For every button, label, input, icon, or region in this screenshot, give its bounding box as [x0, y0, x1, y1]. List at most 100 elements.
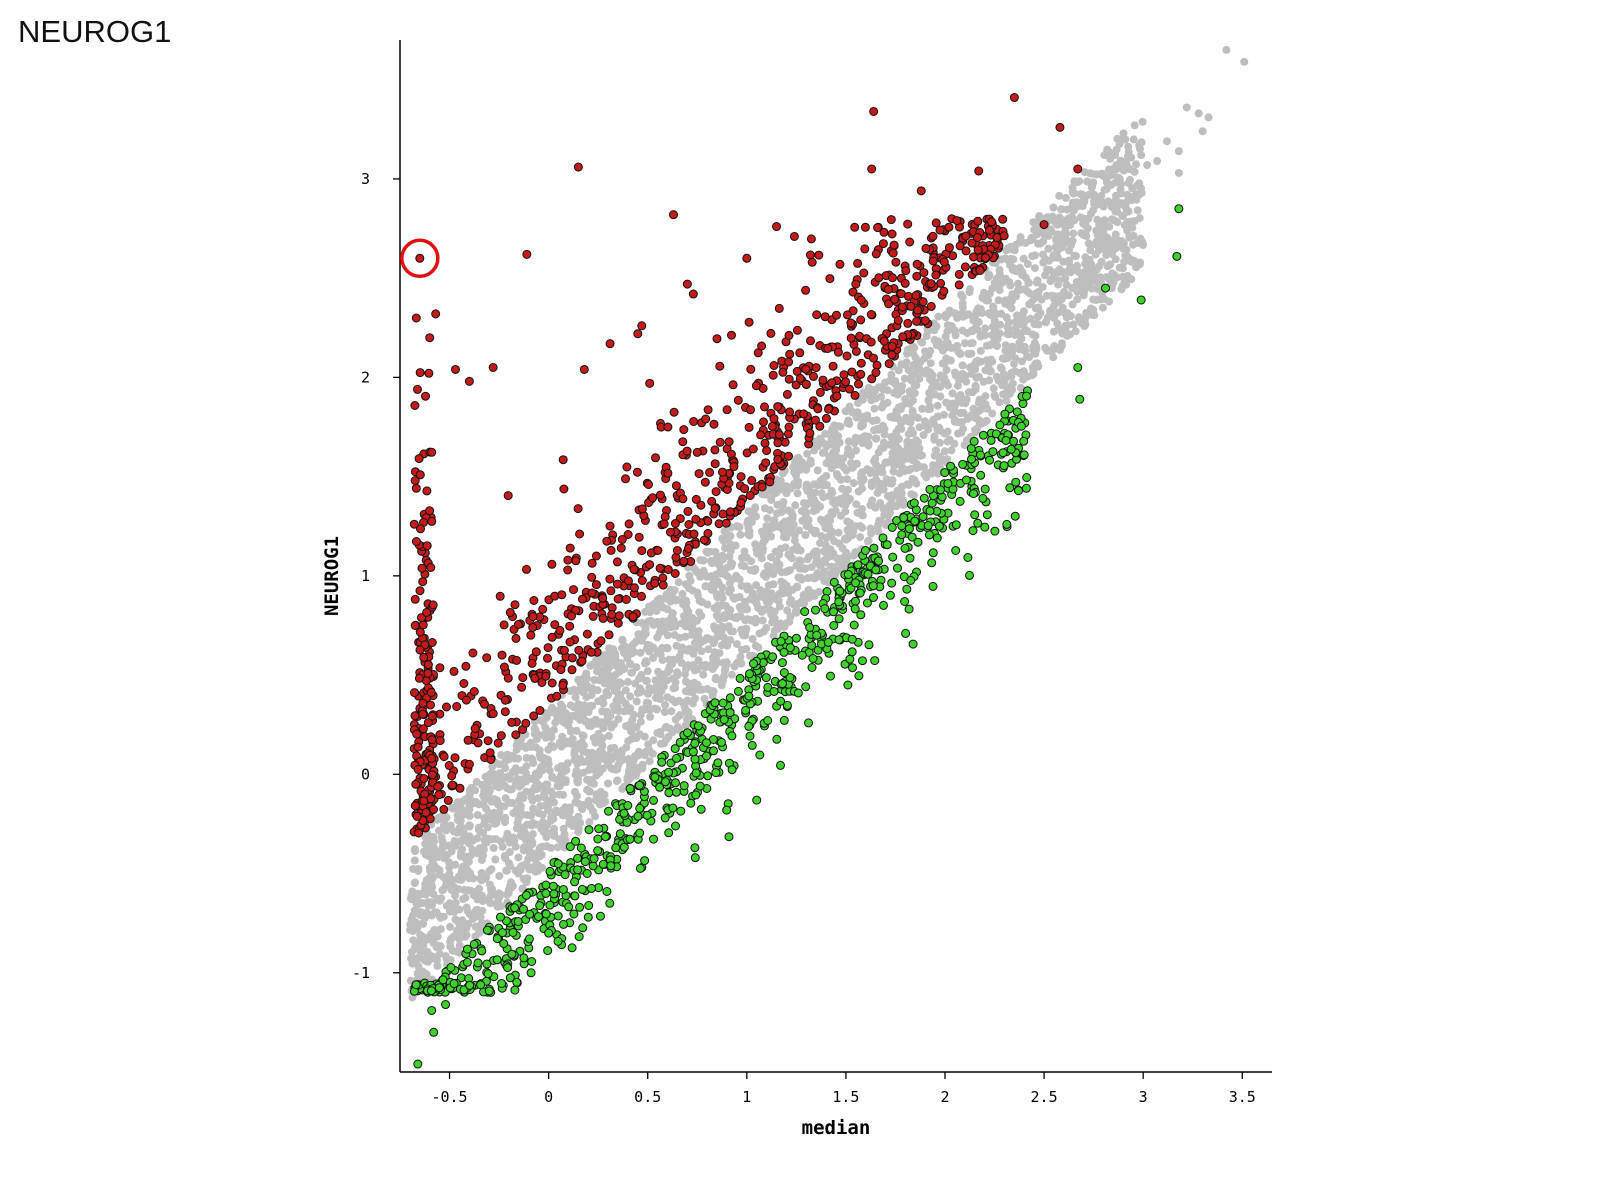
point-not-significant	[1068, 214, 1077, 223]
point-not-significant	[803, 574, 812, 583]
point-lower	[619, 808, 629, 818]
point-higher	[418, 577, 428, 587]
point-lower	[1014, 486, 1023, 496]
point-not-significant	[766, 605, 775, 614]
point-lower	[671, 821, 680, 831]
point-lower	[1075, 394, 1085, 404]
point-not-significant	[843, 419, 852, 428]
point-not-significant	[459, 929, 468, 938]
point-not-significant	[726, 547, 735, 555]
point-not-significant	[996, 320, 1005, 329]
point-not-significant	[782, 482, 791, 491]
point-not-significant	[712, 655, 721, 664]
point-lower	[744, 721, 754, 731]
point-not-significant	[1057, 231, 1065, 240]
point-higher	[672, 546, 682, 555]
point-higher	[711, 487, 721, 497]
point-not-significant	[521, 769, 530, 778]
point-lower	[544, 928, 554, 938]
point-not-significant	[491, 855, 500, 864]
point-not-significant	[693, 665, 702, 674]
point-not-significant	[804, 552, 813, 561]
point-lower	[625, 784, 635, 794]
point-lower	[711, 768, 721, 778]
point-higher	[762, 446, 772, 456]
point-lower	[671, 787, 681, 797]
point-higher	[745, 491, 755, 500]
point-not-significant	[900, 374, 909, 383]
point-higher	[463, 735, 473, 745]
point-lower	[727, 731, 737, 741]
point-not-significant	[691, 694, 700, 703]
point-lower	[745, 731, 755, 741]
point-not-significant	[651, 693, 660, 702]
point-not-significant	[703, 662, 712, 671]
point-lower	[851, 578, 860, 588]
point-lower	[709, 746, 718, 756]
point-higher	[443, 795, 453, 805]
point-not-significant	[688, 621, 697, 629]
point-higher	[668, 210, 678, 220]
point-not-significant	[838, 544, 847, 553]
point-lower	[779, 715, 789, 725]
point-not-significant	[932, 446, 940, 455]
point-not-significant	[737, 561, 746, 570]
point-not-significant	[697, 611, 706, 620]
point-not-significant	[645, 704, 654, 713]
point-lower	[829, 577, 839, 587]
point-higher	[435, 736, 445, 746]
point-not-significant	[1174, 168, 1183, 177]
point-not-significant	[408, 887, 417, 896]
point-not-significant	[903, 442, 912, 451]
point-not-significant	[510, 836, 519, 845]
point-not-significant	[1013, 311, 1021, 320]
point-higher	[944, 243, 954, 253]
point-not-significant	[1103, 262, 1112, 271]
point-lower	[559, 919, 568, 929]
point-not-significant	[1079, 196, 1088, 205]
point-lower	[1136, 295, 1146, 305]
point-not-significant	[783, 606, 792, 615]
point-not-significant	[1118, 264, 1127, 273]
point-not-significant	[512, 745, 521, 754]
point-higher	[427, 770, 437, 780]
point-not-significant	[1162, 137, 1171, 146]
point-lower	[829, 607, 838, 617]
point-lower	[871, 565, 881, 575]
point-lower	[1001, 436, 1011, 445]
point-higher	[765, 477, 775, 487]
point-not-significant	[1034, 292, 1043, 301]
point-not-significant	[981, 324, 990, 333]
point-higher	[812, 310, 822, 320]
point-higher	[886, 215, 896, 225]
point-higher	[703, 405, 713, 415]
point-not-significant	[830, 427, 839, 436]
point-not-significant	[1137, 151, 1146, 160]
point-lower	[549, 889, 559, 899]
point-not-significant	[671, 715, 680, 724]
point-not-significant	[1082, 232, 1091, 240]
point-not-significant	[1006, 383, 1015, 392]
point-not-significant	[1049, 203, 1058, 212]
point-higher	[573, 162, 583, 172]
point-not-significant	[905, 387, 914, 396]
point-not-significant	[668, 660, 676, 669]
point-not-significant	[782, 619, 791, 628]
point-higher	[587, 572, 597, 582]
point-not-significant	[481, 772, 490, 781]
point-higher	[427, 711, 437, 721]
point-not-significant	[694, 685, 703, 694]
point-higher	[814, 250, 824, 260]
point-not-significant	[1011, 354, 1020, 363]
point-lower	[510, 903, 520, 913]
point-higher	[832, 391, 842, 401]
point-lower	[611, 843, 621, 853]
point-higher	[473, 738, 483, 748]
point-higher	[497, 650, 507, 660]
point-higher	[464, 376, 474, 386]
point-lower	[863, 569, 873, 579]
point-not-significant	[976, 418, 985, 427]
point-higher	[960, 262, 970, 272]
point-lower	[594, 824, 604, 834]
